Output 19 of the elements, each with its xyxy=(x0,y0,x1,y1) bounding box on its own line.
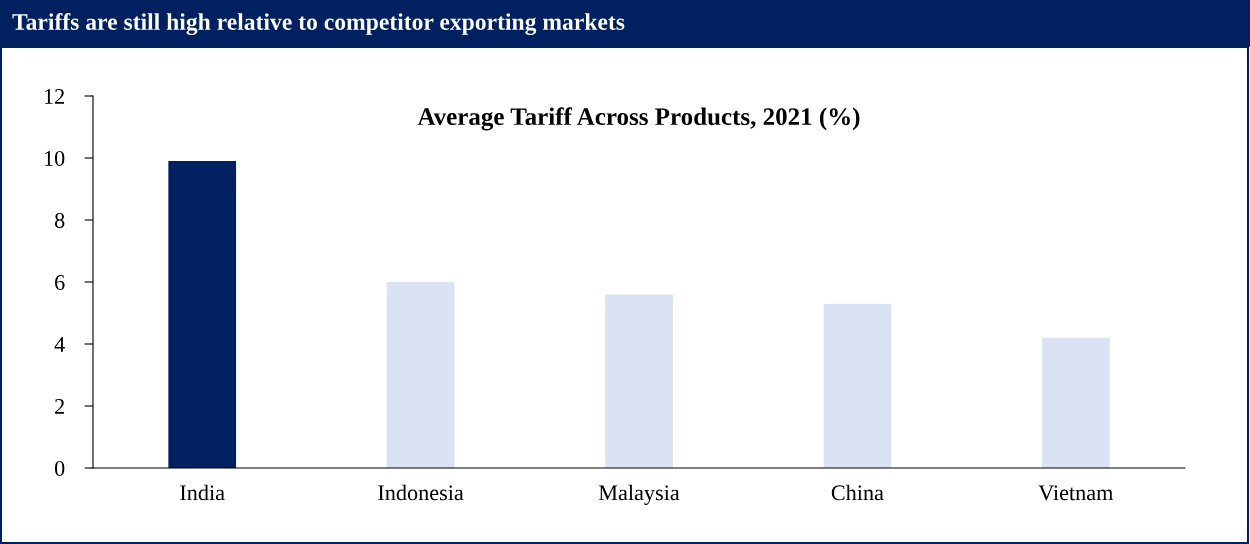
x-tick-label: Malaysia xyxy=(598,484,680,505)
y-tick-label: 0 xyxy=(54,460,65,476)
x-tick-label: Vietnam xyxy=(1038,485,1114,501)
bar xyxy=(386,282,455,468)
x-tick-label: China xyxy=(831,484,884,501)
bar xyxy=(605,294,673,468)
chart-title: Tariffs are still high relative to competitor exporting markets xyxy=(12,13,625,35)
bar xyxy=(823,303,892,468)
x-tick-label: India xyxy=(180,484,225,501)
x-tick-label: Indonesia xyxy=(378,484,464,501)
bar xyxy=(168,161,237,468)
y-tick-label: 8 xyxy=(54,212,65,228)
y-tick-label: 10 xyxy=(44,150,65,166)
y-tick-label: 6 xyxy=(55,274,65,290)
chart-subtitle: Average Tariff Across Products, 2021 (%) xyxy=(417,107,860,131)
bar xyxy=(1041,337,1110,468)
y-tick-label: 4 xyxy=(54,337,65,352)
y-tick-label: 12 xyxy=(44,88,64,104)
y-tick-label: 2 xyxy=(55,398,64,414)
